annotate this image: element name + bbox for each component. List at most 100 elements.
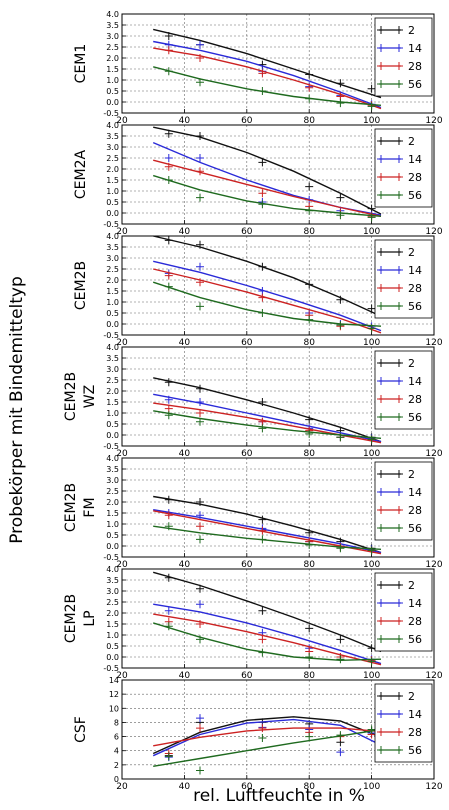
y-tick-label: 1.0 [106,298,119,307]
y-tick-label: -0.5 [103,442,119,451]
data-point-2 [258,606,267,615]
y-tick-label: 2.0 [106,387,119,396]
legend-marker-28 [395,506,403,514]
legend-marker-14 [377,488,385,496]
fit-line-2 [152,716,382,755]
panel-label: CSF [73,716,89,743]
x-tick-label: 40 [179,227,191,237]
legend-marker-28 [395,284,403,292]
legend-label-28: 28 [408,171,422,184]
fit-line-14 [153,40,382,109]
legend-marker-2 [395,692,403,700]
x-tick-label: 20 [116,671,128,681]
y-tick-label: 14 [109,676,119,685]
legend-marker-2 [377,359,385,367]
data-point-56 [367,102,376,111]
legend-box [374,350,433,430]
legend-label-2: 2 [408,246,415,259]
data-point-56 [367,725,376,734]
x-tick-label: 20 [116,116,128,126]
fit-line-14 [153,260,382,332]
data-point-56 [305,653,314,661]
data-point-2 [336,635,345,644]
y-tick-label: 0.5 [106,420,119,429]
legend-marker-14 [377,710,385,718]
data-point-56 [196,535,204,544]
x-tick-label: 60 [241,671,253,681]
data-point-2 [196,498,204,506]
data-point-2 [164,129,173,138]
x-tick-label: 20 [116,782,128,792]
legend-marker-28 [377,728,385,736]
x-tick-label: 40 [179,338,191,348]
x-tick-label: 20 [116,560,128,570]
data-point-2 [336,295,345,304]
legend-box [374,128,433,208]
data-point-14 [196,714,204,723]
y-tick-label: 3.5 [106,354,119,363]
y-tick-label: 4.0 [106,343,119,352]
x-tick-label: 100 [363,338,380,348]
x-tick-label: 20 [116,338,128,348]
legend-marker-28 [395,173,403,181]
x-tick-label: 80 [303,560,315,570]
x-tick-label: 100 [363,560,380,570]
y-tick-label: 6 [114,733,119,742]
y-tick-label: 0.0 [106,653,119,662]
legend-marker-28 [377,284,385,292]
legend-marker-14 [395,488,403,496]
data-point-2 [367,304,376,313]
y-tick-label: 1.0 [106,631,119,640]
data-point-14 [196,40,204,49]
y-tick-label: 0.5 [106,642,119,651]
legend-marker-56 [395,302,403,310]
data-point-28 [196,724,204,733]
y-tick-label: 1.5 [106,176,119,185]
data-point-56 [336,99,345,108]
data-point-2 [196,240,204,249]
y-tick-label: 3.5 [106,132,119,141]
legend-label-28: 28 [408,615,422,628]
legend-marker-2 [377,470,385,478]
x-tick-label: 80 [303,782,315,792]
legend-label-56: 56 [408,78,422,91]
legend-label-56: 56 [408,522,422,535]
x-tick-label: 40 [179,782,191,792]
legend-label-28: 28 [408,726,422,739]
legend-marker-2 [377,581,385,589]
x-tick-label: 60 [241,338,253,348]
x-tick-label: 100 [363,227,380,237]
legend-marker-56 [377,635,385,643]
x-tick-label: 100 [363,116,380,126]
data-point-56 [367,213,376,222]
legend-marker-28 [377,506,385,514]
y-tick-label: 1.0 [106,409,119,418]
data-point-2 [305,182,314,191]
data-point-56 [258,309,267,317]
legend-marker-56 [395,635,403,643]
legend-marker-28 [395,395,403,403]
legend-marker-28 [395,62,403,70]
legend-label-28: 28 [408,504,422,517]
legend-label-28: 28 [408,60,422,73]
data-point-56 [196,635,204,644]
legend-label-56: 56 [408,189,422,202]
legend-marker-2 [377,248,385,256]
y-tick-label: 4.0 [106,121,119,130]
x-tick-label: 120 [425,116,442,126]
y-tick-label: 4.0 [106,232,119,241]
legend-label-14: 14 [408,153,422,166]
fit-line-56 [152,174,382,217]
y-tick-label: 2.5 [106,487,119,496]
data-point-2 [164,236,173,245]
y-tick-label: 2.5 [106,43,119,52]
y-tick-label: 4.0 [106,10,119,19]
y-tick-label: 2.0 [106,609,119,618]
data-point-28 [164,271,173,280]
data-point-56 [367,546,376,555]
legend-marker-14 [395,710,403,718]
data-point-56 [336,544,345,553]
data-point-28 [305,83,314,92]
legend-label-14: 14 [408,597,422,610]
plot-frame [121,457,435,558]
